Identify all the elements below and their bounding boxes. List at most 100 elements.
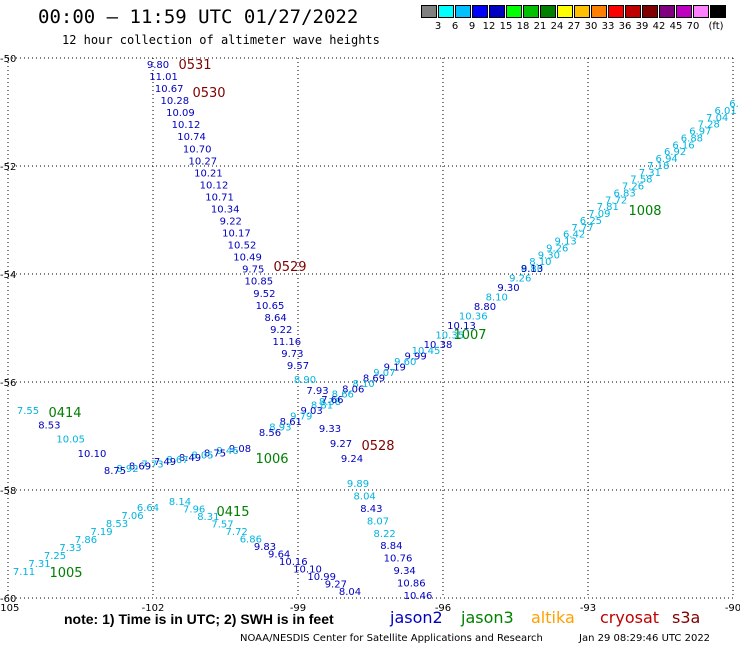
wave-height-value: 8.31 [197, 512, 219, 523]
wave-height-value: 6.86 [240, 535, 262, 546]
wave-height-value: 10.99 [307, 572, 336, 583]
wave-height-value: 9.33 [319, 424, 341, 435]
legend-altika: altika [531, 608, 575, 627]
wave-height-value: 7.06 [121, 511, 143, 522]
wave-height-value: 9.03 [300, 406, 322, 417]
wave-height-value: 9.83 [254, 542, 276, 553]
track-id-label: 1008 [628, 204, 661, 219]
lon-label: -99 [290, 603, 306, 614]
wave-height-value: 10.76 [384, 554, 413, 565]
wave-height-value: 8.56 [259, 428, 281, 439]
wave-height-value: 8.92 [116, 464, 138, 475]
track-id-label: 0530 [192, 86, 225, 101]
wave-height-value: 8.81 [311, 401, 333, 412]
wave-height-value: 10.70 [183, 144, 212, 155]
legend-swatch [540, 5, 556, 18]
wave-height-value: 10.34 [211, 204, 240, 215]
track-id-label: 1005 [49, 566, 82, 581]
lon-label: -96 [435, 603, 451, 614]
track-id-label: 0415 [216, 505, 249, 520]
wave-height-value: 10.38 [424, 340, 453, 351]
wave-height-value: 6.83 [613, 188, 635, 199]
legend-jason3: jason3 [461, 608, 514, 627]
wave-height-value: 10.27 [188, 156, 217, 167]
wave-height-value: 8.84 [380, 541, 402, 552]
wave-height-value: 8.10 [529, 257, 551, 268]
legend-label: 42 [652, 21, 666, 32]
wave-height-value: 9.13 [521, 264, 543, 275]
wave-height-value: 8.80 [474, 302, 496, 313]
wave-height-value: 8.06 [342, 384, 364, 395]
wave-height-value: 10.45 [412, 346, 441, 357]
legend-swatch [557, 5, 573, 18]
wave-height-value: 9.52 [253, 289, 275, 300]
wave-height-value: 9.19 [384, 362, 406, 373]
wave-height-value: 8.69 [363, 373, 385, 384]
wave-height-value: 7.18 [647, 161, 669, 172]
wave-height-value: 10.36 [459, 312, 488, 323]
wave-height-value: 10.13 [447, 321, 476, 332]
wave-height-value: 9.24 [341, 454, 363, 465]
legend-label: 21 [533, 21, 547, 32]
wave-height-value: 9.08 [229, 444, 251, 455]
wave-height-value: 9.73 [281, 349, 303, 360]
lat-label: -54 [0, 270, 16, 281]
wave-height-value: 9.46 [216, 446, 238, 457]
legend-swatch [625, 5, 641, 18]
wave-height-value: 9.27 [325, 580, 347, 591]
wave-height-value: 10.21 [194, 168, 223, 179]
track-id-label: 0528 [361, 439, 394, 454]
lon-label: -90 [725, 603, 740, 614]
wave-height-value: 8.49 [179, 453, 201, 464]
lon-label: -102 [142, 603, 165, 614]
wave-height-value: 7.25 [44, 551, 66, 562]
wave-height-value: 9.07 [373, 368, 395, 379]
wave-height-value: 10.10 [293, 565, 322, 576]
wave-height-value: 6.25 [580, 216, 602, 227]
wave-height-value: 6.88 [681, 133, 703, 144]
legend-swatch [472, 5, 488, 18]
wave-height-value: 8.53 [38, 420, 60, 431]
wave-height-value: 9.99 [404, 351, 426, 362]
wave-height-value: 7.72 [605, 195, 627, 206]
wave-height-value: 6.16 [672, 140, 694, 151]
lat-label: -56 [0, 378, 16, 389]
legend-swatch [659, 5, 675, 18]
wave-height-value: 8.10 [486, 293, 508, 304]
wave-height-value: 11.16 [272, 337, 301, 348]
legend-label: 30 [584, 21, 598, 32]
legend-jason2: jason2 [390, 608, 443, 627]
wave-height-value: 7.31 [639, 168, 661, 179]
credit-line: NOAA/NESDIS Center for Satellite Applica… [240, 633, 543, 644]
wave-height-value: 9.26 [509, 274, 531, 285]
wave-height-value: 7.93 [306, 386, 328, 397]
wave-height-value: 7.57 [211, 520, 233, 531]
track-labels: 0531 0530 0529 0528 0414 1008 1007 1006 0415 1005 [48, 58, 661, 581]
lat-label: -58 [0, 486, 16, 497]
legend-swatch [455, 5, 471, 18]
wave-height-points: 9.8011.0110.6710.2810.0910.1210.7410.701… [13, 60, 739, 602]
wave-height-value: 7.09 [588, 209, 610, 220]
wave-height-value: 10.05 [56, 435, 85, 446]
wave-height-value: 7.81 [597, 202, 619, 213]
wave-height-value: 9.26 [546, 243, 568, 254]
wave-height-value: 9.60 [394, 357, 416, 368]
track-id-label: 1006 [255, 452, 288, 467]
wave-height-value: 8.93 [269, 423, 291, 434]
wave-height-value: 10.12 [172, 120, 201, 131]
legend-swatch [574, 5, 590, 18]
footnote: note: 1) Time is in UTC; 2) SWH is in fe… [64, 611, 334, 627]
wave-height-value: 6. [729, 99, 739, 110]
legend-swatch [489, 5, 505, 18]
wave-height-value: 8.22 [374, 529, 396, 540]
wave-height-value: 9.30 [538, 250, 560, 261]
wave-height-value: 8.75 [204, 448, 226, 459]
wave-height-value: 8.05 [191, 451, 213, 462]
legend-swatch [523, 5, 539, 18]
lat-label: -52 [0, 162, 16, 173]
legend-swatch [608, 5, 624, 18]
wave-height-value: 10.71 [205, 192, 234, 203]
wave-height-value: 7.77 [571, 223, 593, 234]
track-id-label: 0414 [48, 406, 81, 421]
